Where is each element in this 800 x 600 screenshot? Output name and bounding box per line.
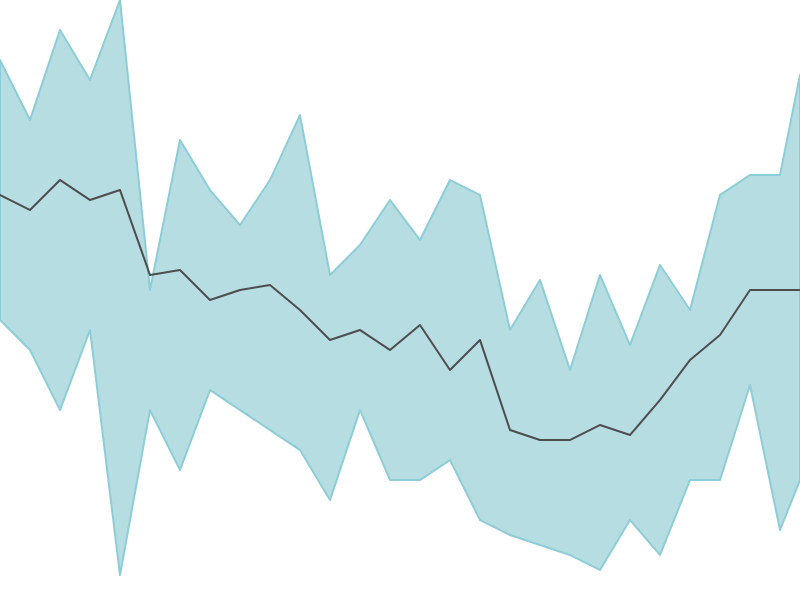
range-line-chart (0, 0, 800, 600)
